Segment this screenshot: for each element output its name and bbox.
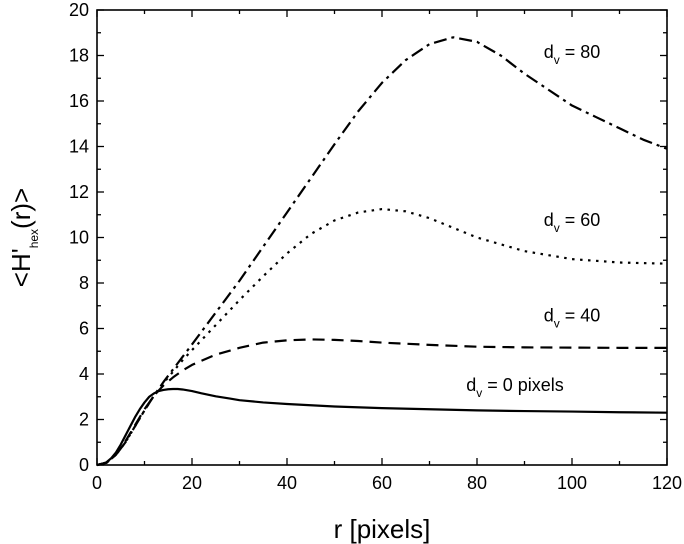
series-label-2: dv = 60 [544,210,601,235]
y-tick-label: 4 [79,364,89,384]
x-tick-label: 60 [372,473,392,493]
axis-ticks: 0 20 40 60 80 100 120 0 2 4 6 8 10 12 14 16 18 20 [69,0,682,493]
series-label-subscript: v [476,386,482,400]
series-label-main: d [544,210,554,230]
y-axis-title-prefix: <H' [6,248,36,287]
y-tick-label: 8 [79,273,89,293]
series-label-rest: = 0 pixels [482,375,564,395]
series-label-main: d [466,375,476,395]
series-label-main: d [544,42,554,62]
x-tick-label: 40 [277,473,297,493]
x-axis-title: r [pixels] [334,514,431,544]
y-tick-label: 20 [69,0,89,20]
series-line-2 [96,207,668,467]
x-tick-label: 80 [467,473,487,493]
y-tick-label: 14 [69,137,89,157]
series-line-3 [96,36,668,467]
y-tick-label: 18 [69,46,89,66]
y-tick-label: 6 [79,319,89,339]
series-label-0: dv = 0 pixels [466,375,564,400]
series-label-main: d [544,306,554,326]
series-line-0 [96,387,668,467]
series-layer [96,36,668,467]
series-label-1: dv = 40 [544,306,601,331]
y-tick-label: 10 [69,228,89,248]
x-tick-label: 0 [92,473,102,493]
x-tick-label: 120 [652,473,682,493]
series-label-rest: = 80 [560,42,601,62]
series-label-subscript: v [554,221,560,235]
plot-frame [96,9,668,466]
y-tick-label: 16 [69,91,89,111]
y-axis-title-suffix: (r)> [6,188,36,229]
series-label-subscript: v [554,53,560,67]
series-label-rest: = 60 [560,210,601,230]
y-axis-title: <H'hex(r)> [6,188,41,287]
y-tick-label: 0 [79,455,89,475]
y-tick-label: 12 [69,182,89,202]
series-label-subscript: v [554,317,560,331]
y-axis-title-subscript: hex [27,229,41,248]
x-tick-label: 100 [557,473,587,493]
series-label-3: dv = 80 [544,42,601,67]
x-tick-label: 20 [182,473,202,493]
series-label-rest: = 40 [560,306,601,326]
plot-border [96,9,668,466]
y-tick-label: 2 [79,410,89,430]
